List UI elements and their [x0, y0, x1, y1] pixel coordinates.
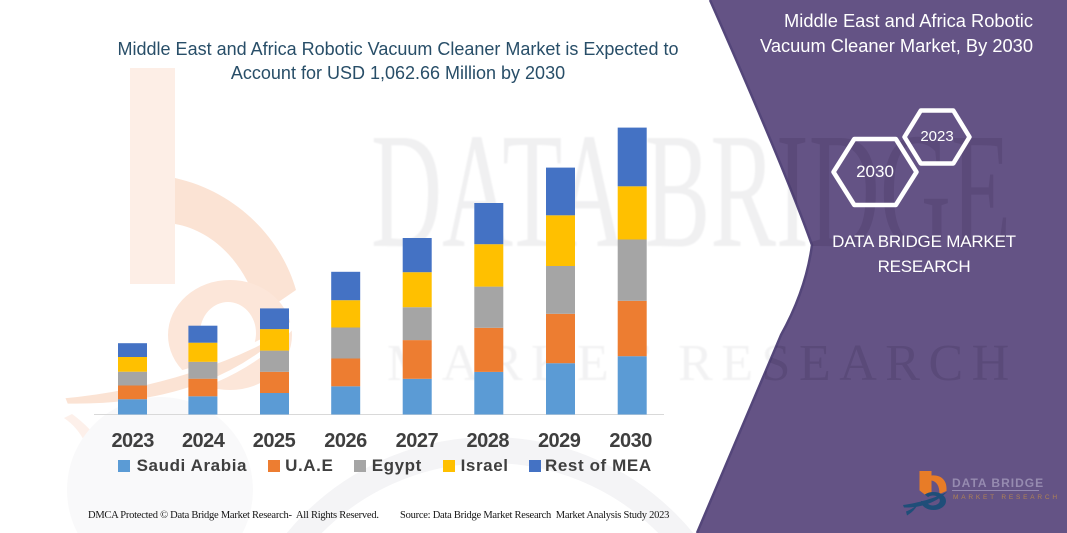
svg-text:MARKET RESEARCH: MARKET RESEARCH — [953, 494, 1060, 501]
svg-text:DATA BRIDGE: DATA BRIDGE — [952, 476, 1044, 490]
